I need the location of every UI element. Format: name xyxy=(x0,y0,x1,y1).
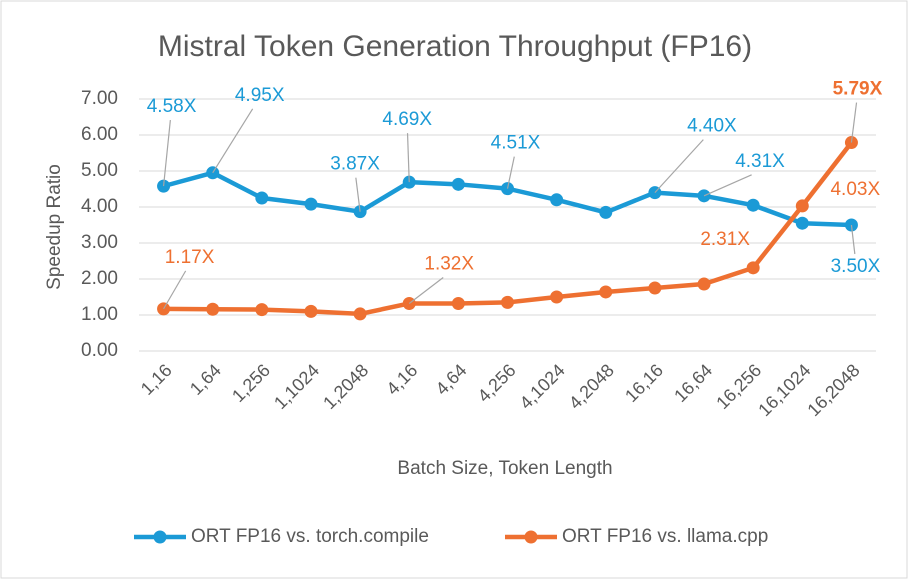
leader-line xyxy=(506,156,515,189)
y-tick-label: 5.00 xyxy=(81,160,118,181)
y-tick-label: 6.00 xyxy=(81,124,118,145)
y-tick-label: 4.00 xyxy=(81,196,118,217)
y-tick-label: 7.00 xyxy=(81,88,118,109)
leader-line xyxy=(406,133,410,183)
marker xyxy=(255,191,269,205)
leader-line xyxy=(654,139,704,194)
marker xyxy=(550,290,564,304)
marker xyxy=(746,198,760,212)
marker xyxy=(501,295,514,309)
data-label: 1.32X xyxy=(424,253,474,274)
chart-title: Mistral Token Generation Throughput (FP1… xyxy=(158,30,752,63)
data-label: 4.40X xyxy=(687,116,737,137)
leader-line xyxy=(212,108,254,174)
leader-line xyxy=(355,177,361,212)
marker xyxy=(795,216,809,230)
marker xyxy=(648,281,662,295)
data-label: 3.50X xyxy=(831,256,881,277)
y-tick-label: 2.00 xyxy=(81,268,118,289)
marker xyxy=(304,304,318,318)
leader-line xyxy=(850,102,858,143)
marker xyxy=(451,177,465,191)
y-tick-label: 3.00 xyxy=(81,232,118,253)
marker xyxy=(599,285,613,299)
marker xyxy=(599,205,613,219)
leader-line xyxy=(408,277,444,304)
legend-marker xyxy=(153,530,167,544)
data-label: 5.79X xyxy=(833,79,883,100)
y-axis-label: Speedup Ratio xyxy=(44,164,65,290)
marker xyxy=(255,303,269,317)
marker xyxy=(697,277,711,291)
marker xyxy=(206,302,220,316)
leader-line xyxy=(703,174,752,197)
legend-label: ORT FP16 vs. llama.cpp xyxy=(562,526,768,547)
data-label: 4.95X xyxy=(235,85,285,106)
y-tick-label: 1.00 xyxy=(81,304,118,325)
leader-line xyxy=(162,120,171,187)
data-label: 2.31X xyxy=(700,229,750,250)
leader-line xyxy=(163,270,187,310)
legend-marker xyxy=(524,530,538,544)
legend-label: ORT FP16 vs. torch.compile xyxy=(191,526,429,547)
data-label: 1.17X xyxy=(165,247,215,268)
data-label: 4.31X xyxy=(735,151,785,172)
marker xyxy=(550,193,564,207)
data-label: 4.58X xyxy=(147,96,197,117)
marker xyxy=(451,296,465,310)
marker xyxy=(304,197,318,211)
data-label: 4.51X xyxy=(491,133,541,154)
data-label: 4.03X xyxy=(830,179,880,200)
marker xyxy=(795,199,809,213)
x-axis-label: Batch Size, Token Length xyxy=(397,458,612,479)
y-tick-label: 0.00 xyxy=(81,340,118,361)
data-label: 3.87X xyxy=(330,154,380,175)
data-label: 4.69X xyxy=(382,109,432,130)
leader-line xyxy=(850,224,856,255)
marker xyxy=(746,261,760,275)
marker xyxy=(353,307,367,321)
